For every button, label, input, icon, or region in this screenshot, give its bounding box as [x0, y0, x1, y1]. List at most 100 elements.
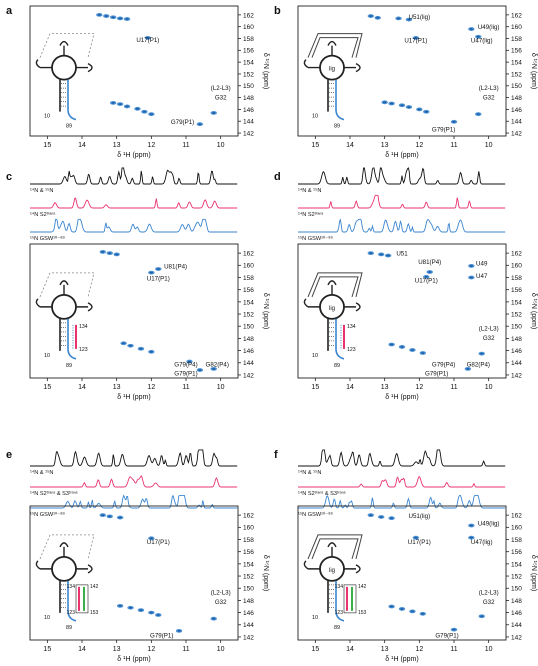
y-tick-label: 160: [511, 24, 522, 31]
inset-label-start: 10: [44, 615, 50, 621]
peak-core: [417, 108, 421, 111]
spectrum-label: ¹⁴N S2ᵗʳᵃⁿˢ: [298, 211, 323, 218]
x-tick-label: 14: [78, 384, 86, 391]
peak-core: [480, 615, 484, 618]
segment-box: [343, 584, 357, 614]
ligand-bracket-inner: [311, 276, 359, 298]
peak-annotation: (L2-L3): [479, 589, 499, 596]
peak-core: [390, 605, 394, 608]
hairpin-right: [344, 564, 361, 574]
peak-annotation: U49: [476, 260, 488, 267]
peak-core: [118, 17, 122, 20]
y-tick-label: 148: [243, 336, 254, 343]
peak-annotation: U17(P1): [147, 539, 170, 546]
peak-core: [390, 102, 394, 105]
peak-annotation: G79(P1): [432, 126, 455, 133]
peak-core: [149, 350, 153, 353]
junction-loop: [51, 293, 77, 320]
panel-b: b 15 14 13 12 11 10 δ ¹H (ppm) 142 144 146 148 150 15…: [274, 5, 537, 159]
y-tick-label: 154: [243, 299, 254, 306]
peak-core: [469, 524, 473, 527]
segment-label-top: 134: [79, 324, 88, 330]
y-tick-label: 148: [243, 95, 254, 102]
peak-core: [379, 253, 383, 256]
y-tick-label: 144: [243, 622, 254, 629]
ligand-label: lig: [329, 67, 335, 73]
panel-letter: a: [6, 5, 13, 17]
y-tick-label: 162: [243, 12, 254, 19]
apo-bracket: [39, 33, 95, 58]
peak-core: [111, 102, 115, 104]
spectrum-trace: [298, 194, 506, 209]
peak-core: [118, 604, 122, 607]
inset-label-end: 89: [334, 363, 340, 369]
y-tick-label: 144: [243, 119, 254, 126]
inset-label-end: 89: [66, 363, 72, 369]
y-tick-label: 158: [243, 275, 254, 282]
x-tick-label: 10: [485, 142, 493, 149]
inset-label-start: 10: [312, 353, 318, 359]
hairpin-right: [76, 302, 93, 312]
peak-annotation: G32: [215, 94, 227, 101]
hairpin-right: [344, 62, 361, 73]
peak-core: [452, 628, 456, 631]
peak-core: [407, 18, 411, 21]
y-tick-label: 146: [511, 610, 522, 617]
y-tick-label: 146: [243, 610, 254, 617]
segment-label-2: 142: [90, 584, 99, 590]
peak-annotation: G79(P1): [435, 633, 458, 640]
y-axis-label: δ ¹⁵N (ppm): [262, 555, 269, 591]
peak-core: [156, 614, 160, 616]
hairpin-top: [59, 542, 69, 557]
y-tick-label: 146: [243, 107, 254, 114]
x-tick-label: 15: [311, 646, 319, 653]
plot-frame: [297, 505, 507, 641]
y-tick-label: 152: [243, 71, 254, 78]
hairpin-top: [59, 280, 69, 295]
y-tick-label: 152: [511, 71, 522, 78]
peak-core: [400, 608, 404, 610]
peak-annotation: (L2-L3): [211, 85, 231, 92]
y-tick-label: 160: [511, 525, 522, 532]
x-tick-label: 10: [217, 142, 225, 149]
y-tick-label: 158: [511, 36, 522, 43]
stem-strand-3: [67, 79, 77, 121]
y-tick-label: 146: [511, 348, 522, 355]
peak-core: [386, 254, 390, 257]
plot-frame: [29, 505, 239, 641]
y-tick-label: 162: [243, 251, 254, 258]
peak-core: [108, 515, 112, 518]
y-tick-label: 144: [243, 360, 254, 367]
y-tick-label: 150: [511, 324, 522, 331]
y-axis-label: δ ¹⁵N (ppm): [262, 293, 269, 329]
y-tick-label: 142: [511, 634, 522, 641]
peak-core: [400, 346, 404, 348]
stem-strand-3: [335, 79, 345, 121]
spectrum-label: ¹⁴N & ¹⁵N: [298, 187, 321, 194]
x-tick-label: 15: [311, 384, 319, 391]
peak-core: [101, 514, 105, 517]
spectrum-trace: [298, 476, 506, 488]
x-tick-label: 13: [381, 142, 389, 149]
y-axis-label: δ ¹⁵N (ppm): [530, 555, 537, 591]
x-tick-label: 12: [147, 384, 155, 391]
peak-core: [111, 16, 115, 19]
x-axis-label: δ ¹H (ppm): [117, 394, 150, 401]
y-tick-label: 146: [511, 107, 522, 114]
peak-annotation: U47(lig): [471, 38, 493, 45]
x-tick-label: 13: [113, 646, 121, 653]
y-tick-label: 160: [243, 263, 254, 270]
hairpin-right: [76, 564, 93, 574]
ligand-bracket: [307, 33, 363, 58]
y-tick-label: 146: [243, 348, 254, 355]
peak-core: [414, 37, 418, 39]
y-tick-label: 160: [243, 525, 254, 532]
y-tick-label: 148: [243, 598, 254, 605]
peak-core: [480, 352, 484, 355]
y-tick-label: 150: [243, 586, 254, 593]
peak-core: [410, 610, 414, 613]
y-tick-label: 144: [511, 360, 522, 367]
x-tick-label: 11: [182, 142, 189, 149]
spectrum-label: ¹⁵N GSW¹⁰⁻⁸⁹: [30, 235, 66, 242]
peak-core: [198, 123, 202, 126]
